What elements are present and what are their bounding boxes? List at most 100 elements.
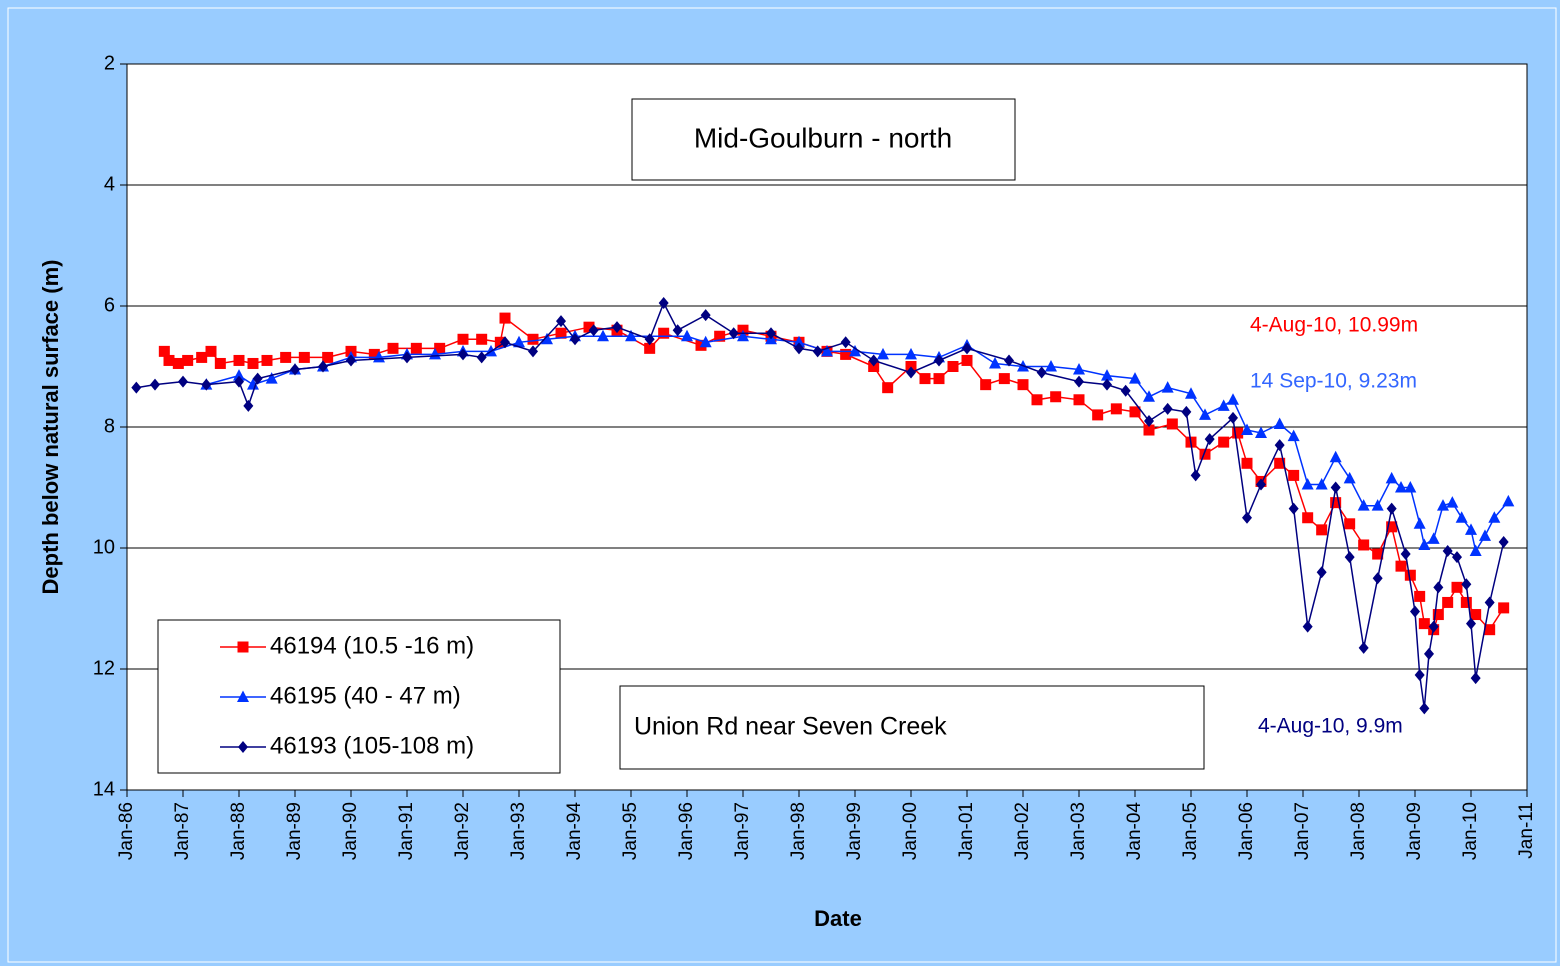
subtitle-box <box>619 685 1205 770</box>
x-tick-label: Jan-92 <box>452 802 473 860</box>
marker <box>1217 399 1230 411</box>
marker <box>1227 393 1239 405</box>
marker <box>588 324 599 337</box>
x-tick-label: Jan-11 <box>1516 802 1537 859</box>
marker <box>1372 572 1383 585</box>
marker <box>1144 414 1154 427</box>
legend-label: 46194 (10.5 -16 m) <box>270 632 474 659</box>
marker <box>1413 517 1426 529</box>
marker <box>868 361 880 372</box>
marker <box>1036 366 1047 379</box>
marker <box>812 345 823 358</box>
marker <box>1357 499 1370 511</box>
title-box <box>631 98 1016 181</box>
marker <box>1050 391 1062 403</box>
marker <box>290 363 300 376</box>
marker <box>919 373 931 385</box>
marker <box>1418 618 1430 630</box>
marker <box>1404 569 1416 581</box>
marker <box>1466 617 1476 630</box>
chart-frame <box>7 7 1557 963</box>
marker <box>150 378 160 391</box>
legend: 46194 (10.5 -16 m) 46195 (40 - 47 m) 46193… <box>157 619 561 774</box>
chart-subtitle: Union Rd near Seven Creek <box>634 713 947 741</box>
marker <box>234 375 244 388</box>
x-tick-label: Jan-07 <box>1292 802 1313 860</box>
marker <box>1427 532 1440 544</box>
marker <box>1102 378 1112 391</box>
marker <box>840 348 852 360</box>
marker <box>368 348 380 360</box>
marker <box>1228 411 1238 424</box>
marker <box>1442 596 1454 608</box>
marker <box>1344 551 1355 564</box>
x-tick-label: Jan-98 <box>788 802 809 860</box>
legend-label: 46193 (105-108 m) <box>270 732 474 759</box>
marker <box>570 333 580 346</box>
marker <box>728 327 739 340</box>
marker <box>1199 448 1211 460</box>
marker <box>196 351 208 363</box>
marker <box>947 361 959 372</box>
x-tick-label: Jan-04 <box>1124 802 1145 861</box>
marker <box>1432 609 1444 621</box>
marker <box>672 324 683 337</box>
x-tick-label: Jan-00 <box>900 802 921 860</box>
marker <box>233 354 245 366</box>
marker <box>387 342 399 354</box>
marker <box>476 333 488 345</box>
marker <box>410 342 422 354</box>
marker <box>1274 439 1285 452</box>
marker <box>247 378 259 390</box>
x-tick-label: Jan-91 <box>396 802 417 860</box>
marker <box>766 327 776 340</box>
marker <box>172 357 184 369</box>
x-tick-label: Jan-99 <box>844 802 865 860</box>
marker <box>1433 581 1444 594</box>
legend-label: 46195 (40 - 47 m) <box>270 682 461 709</box>
marker <box>527 333 539 345</box>
marker <box>1045 360 1057 372</box>
y-tick-label: 14 <box>93 778 115 800</box>
marker <box>1418 538 1431 550</box>
annotation: 14 Sep-10, 9.23m <box>1250 370 1417 393</box>
marker <box>1288 502 1299 515</box>
y-tick-label: 10 <box>93 536 115 558</box>
marker <box>1190 469 1201 482</box>
marker <box>158 345 170 357</box>
marker <box>1274 457 1286 469</box>
marker <box>1414 669 1425 682</box>
marker <box>1470 672 1481 685</box>
marker <box>1031 394 1043 406</box>
marker <box>1484 624 1496 636</box>
x-tick-label: Jan-96 <box>676 802 697 860</box>
y-tick-label: 12 <box>93 657 115 679</box>
marker <box>868 354 879 367</box>
marker <box>298 351 310 363</box>
marker <box>1358 539 1370 551</box>
marker <box>1344 518 1356 530</box>
marker <box>541 332 553 345</box>
marker <box>513 335 525 348</box>
marker <box>131 381 142 394</box>
marker <box>1461 578 1472 591</box>
marker <box>1479 529 1491 541</box>
marker <box>1101 369 1113 381</box>
marker <box>1302 512 1314 524</box>
marker <box>700 309 711 322</box>
chart-title: Mid-Goulburn - north <box>694 122 952 153</box>
marker <box>247 357 259 369</box>
marker <box>793 335 805 348</box>
marker <box>1410 605 1420 618</box>
marker <box>1451 581 1463 593</box>
marker <box>1469 544 1482 557</box>
marker <box>612 321 622 334</box>
marker <box>402 351 412 364</box>
marker <box>1395 560 1407 572</box>
marker <box>658 327 670 339</box>
y-axis-label: Depth below natural surface (m) <box>38 260 63 595</box>
marker <box>1386 502 1397 515</box>
marker <box>1287 429 1300 442</box>
marker <box>163 354 175 366</box>
marker <box>1414 590 1426 602</box>
